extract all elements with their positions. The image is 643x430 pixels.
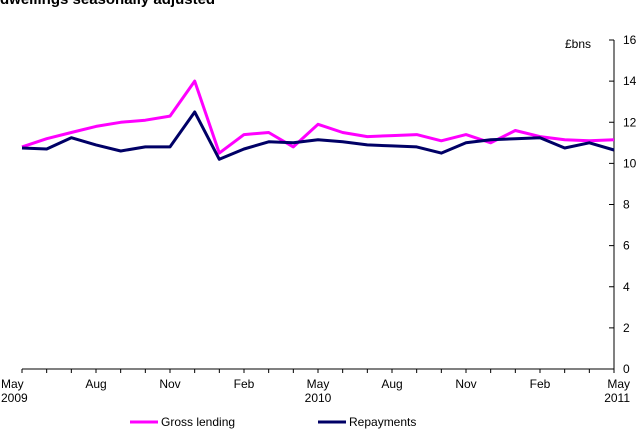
x-tick-label-year: 2009 [1,391,28,405]
x-tick-label: May [307,377,330,391]
x-tick-label: May [607,377,630,391]
y-tick-label: 6 [623,239,630,253]
x-tick-label: Nov [159,377,180,391]
y-tick-label: 16 [623,33,637,47]
x-tick-label: Nov [455,377,476,391]
y-tick-label: 8 [623,198,630,212]
y-tick-label: 10 [623,156,637,170]
legend: Gross lending Repayments [130,415,416,429]
y-tick-label: 12 [623,115,637,129]
series-line-gross-lending [21,79,615,155]
series-lines [21,79,615,161]
chart-title: dwellings seasonally adjusted [0,0,215,8]
y-axis-unit-label: £bns [565,37,591,51]
x-tick-label: May [1,377,24,391]
x-tick-label: Feb [234,377,255,391]
x-tick-label: Aug [85,377,106,391]
legend-label-gross-lending: Gross lending [161,415,235,429]
y-tick-label: 14 [623,74,637,88]
x-tick-label: Feb [530,377,551,391]
y-tick-label: 0 [623,362,630,376]
x-tick-label: Aug [381,377,402,391]
y-tick-label: 4 [623,280,630,294]
x-tick-label-year: 2010 [305,391,332,405]
y-tick-label: 2 [623,321,630,335]
x-tick-label-year: 2011 [604,391,630,405]
series-line-repayments [21,110,615,161]
legend-label-repayments: Repayments [349,415,416,429]
